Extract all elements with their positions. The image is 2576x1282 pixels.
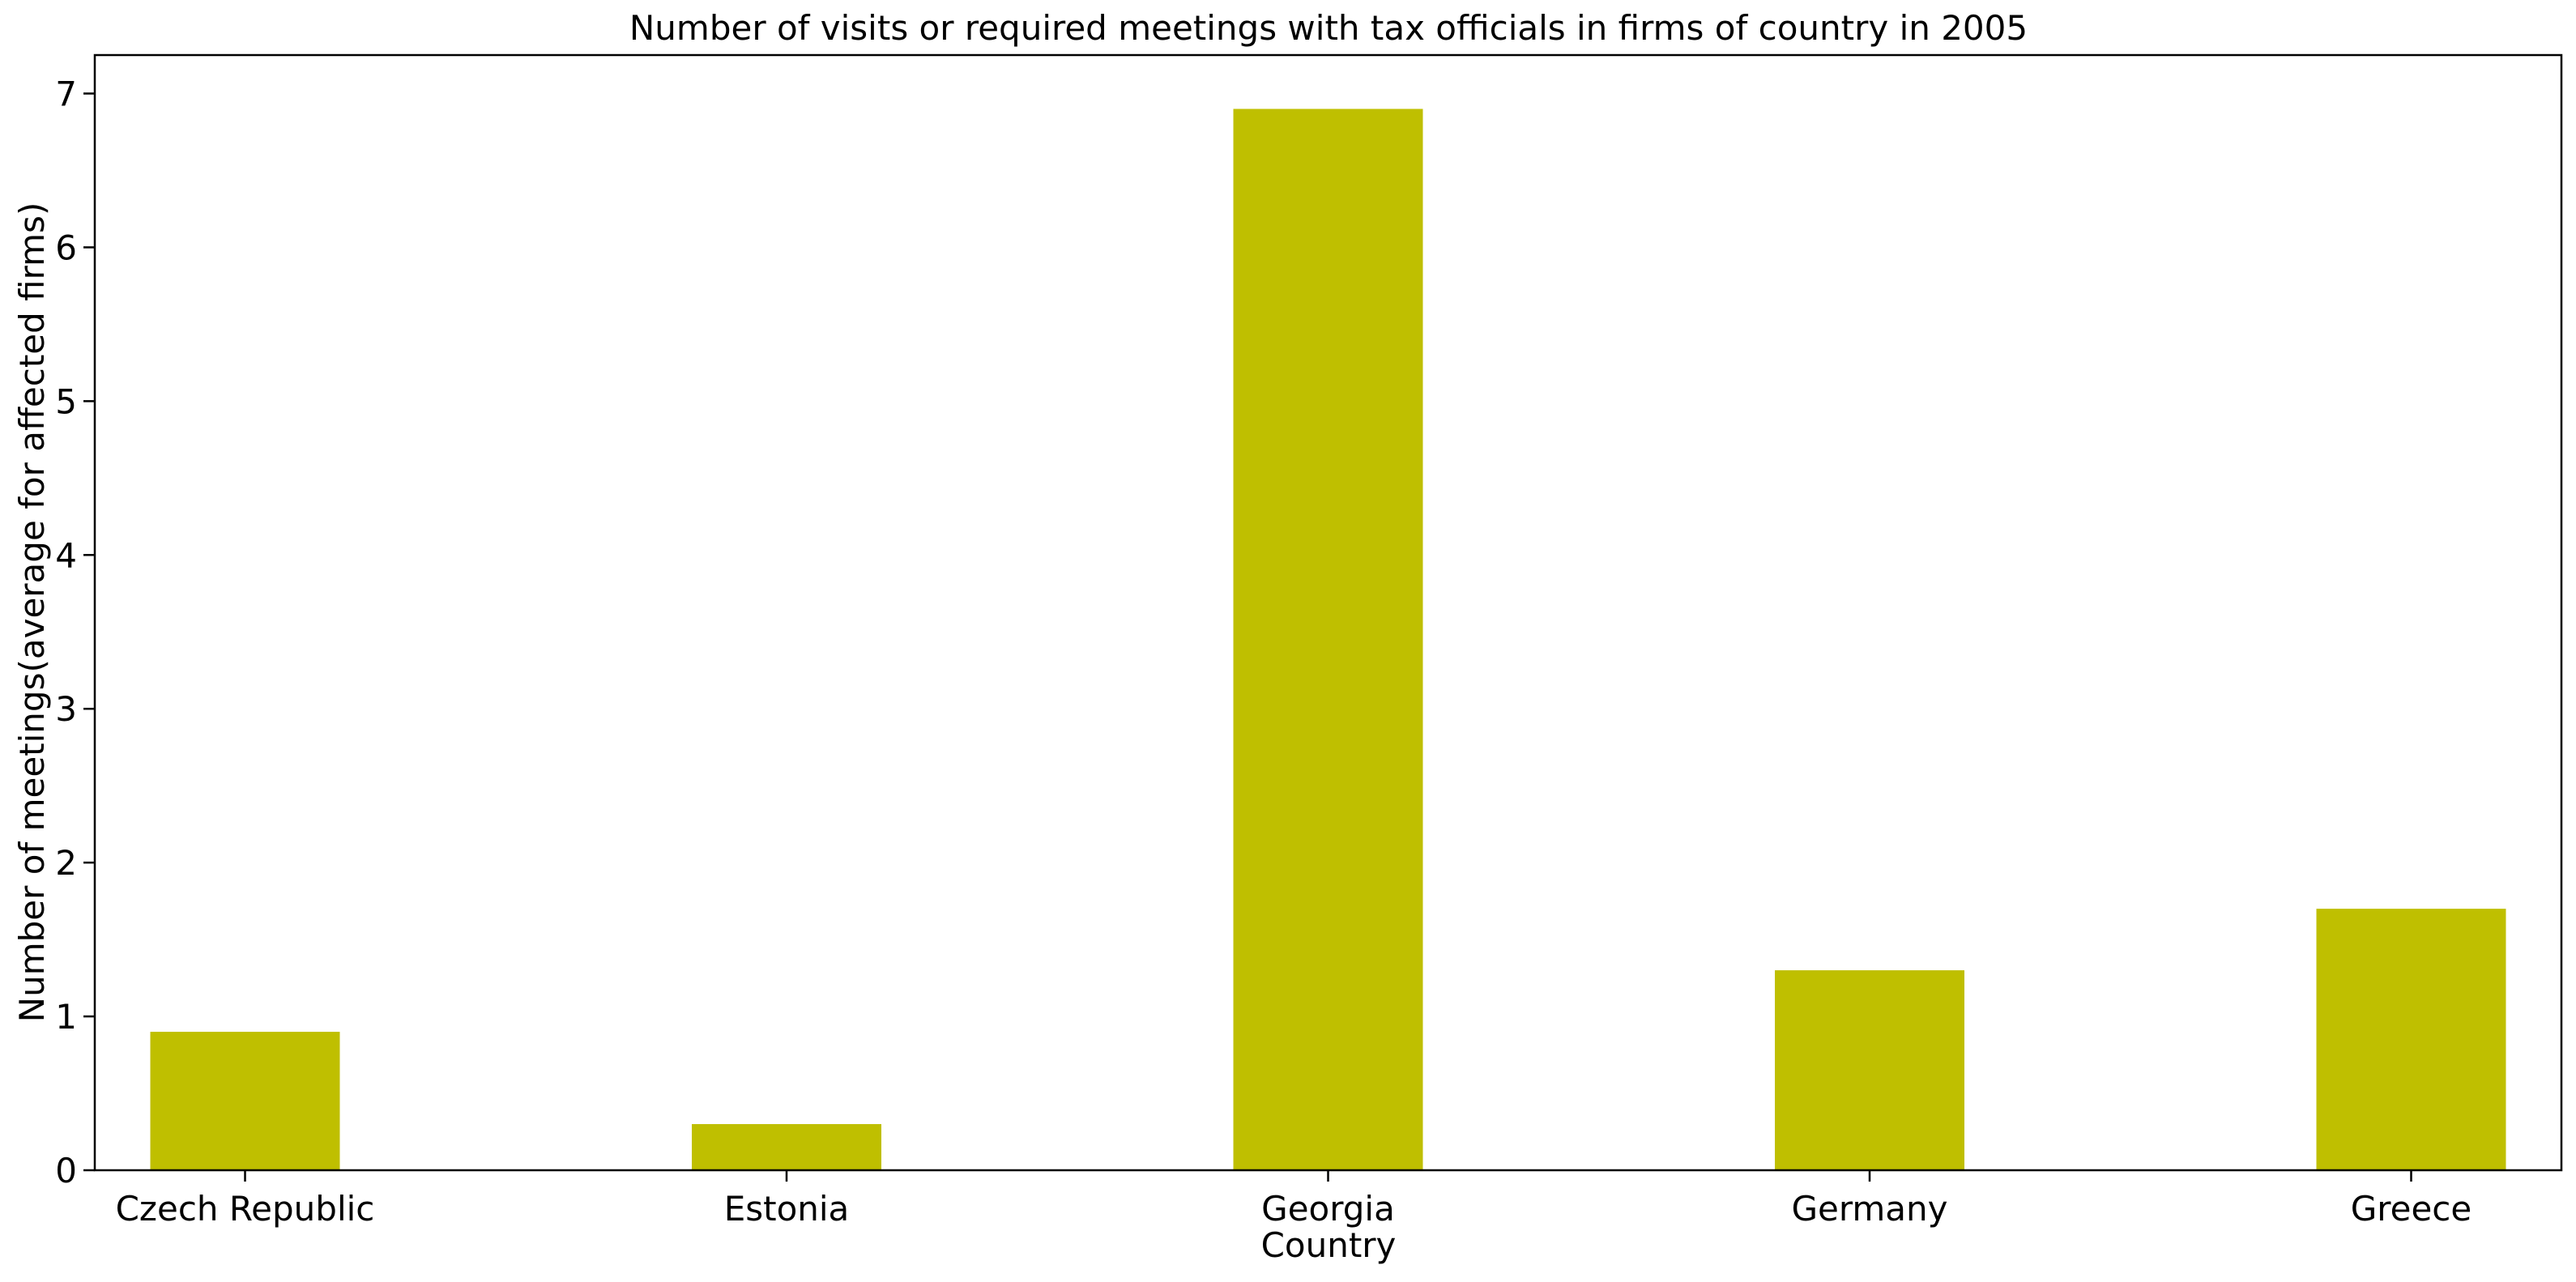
bar-germany bbox=[1775, 970, 1964, 1170]
y-axis-ticks: 0 1 2 3 4 5 6 7 bbox=[55, 74, 95, 1190]
x-tick-label: Germany bbox=[1791, 1189, 1947, 1229]
bar-estonia bbox=[692, 1124, 881, 1170]
chart-title: Number of visits or required meetings wi… bbox=[629, 8, 2028, 48]
y-tick-label: 1 bbox=[55, 997, 77, 1037]
y-tick-label: 5 bbox=[55, 381, 77, 421]
bar-czech-republic bbox=[150, 1032, 340, 1170]
bar-georgia bbox=[1233, 109, 1423, 1171]
y-tick-label: 3 bbox=[55, 689, 77, 729]
x-axis-label: Country bbox=[1261, 1225, 1397, 1265]
bar-greece bbox=[2316, 909, 2506, 1170]
bars-layer bbox=[150, 109, 2506, 1171]
x-axis-ticks: Czech Republic Estonia Georgia Germany Greec… bbox=[116, 1170, 2472, 1229]
x-tick-label: Greece bbox=[2351, 1189, 2472, 1229]
x-tick-label: Georgia bbox=[1261, 1189, 1395, 1229]
x-tick-label: Estonia bbox=[724, 1189, 850, 1229]
y-tick-label: 4 bbox=[55, 535, 77, 575]
x-tick-label: Czech Republic bbox=[116, 1189, 375, 1229]
y-tick-label: 7 bbox=[55, 74, 77, 113]
y-axis-label: Number of meetings(average for affected … bbox=[12, 202, 52, 1023]
y-tick-label: 2 bbox=[55, 843, 77, 883]
y-tick-label: 0 bbox=[55, 1151, 77, 1190]
y-tick-label: 6 bbox=[55, 228, 77, 267]
plot-frame bbox=[93, 53, 2563, 1172]
